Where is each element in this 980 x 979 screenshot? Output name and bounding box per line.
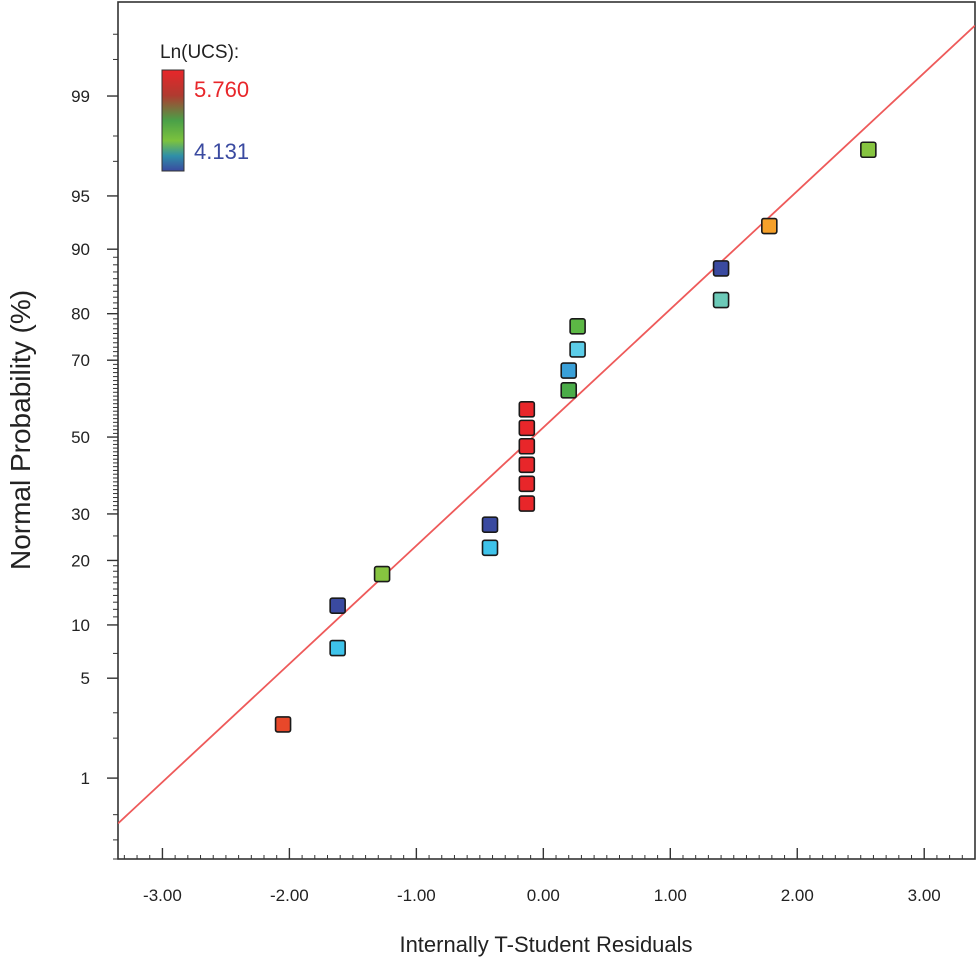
y-tick-label: 1 (81, 769, 90, 788)
y-tick-label: 50 (71, 428, 90, 447)
y-axis-title: Normal Probability (%) (5, 290, 36, 570)
y-tick-label: 10 (71, 616, 90, 635)
data-point (712, 260, 730, 277)
data-point (518, 475, 536, 493)
x-tick-label: 1.00 (654, 886, 687, 905)
data-point (481, 539, 499, 557)
y-tick-label: 99 (71, 87, 90, 106)
x-axis-title: Internally T-Student Residuals (399, 932, 692, 957)
y-tick-label: 5 (81, 669, 90, 688)
data-point (860, 141, 877, 159)
data-point (560, 362, 578, 379)
y-axis: 1 5 10 20 30 50 70 80 90 95 99 (71, 33, 118, 860)
data-point (518, 437, 536, 455)
data-point (481, 516, 499, 533)
reference-line (118, 24, 975, 825)
y-tick-label: 90 (71, 240, 90, 259)
x-tick-label: 3.00 (908, 886, 941, 905)
data-point (761, 217, 778, 235)
legend-min-label: 4.131 (194, 139, 249, 164)
data-point (712, 291, 730, 309)
data-point (518, 401, 536, 418)
x-tick-label: -1.00 (397, 886, 436, 905)
legend-max-label: 5.760 (194, 77, 249, 102)
x-tick-label: -2.00 (270, 886, 309, 905)
legend-title: Ln(UCS): (160, 42, 239, 63)
y-tick-label: 30 (71, 505, 90, 524)
data-point (569, 341, 586, 358)
color-legend: Ln(UCS): 5.760 4.131 (160, 42, 249, 172)
data-point (569, 318, 586, 335)
y-tick-label: 80 (71, 305, 90, 324)
data-point (518, 419, 536, 437)
x-tick-label: -3.00 (143, 886, 182, 905)
y-tick-label: 70 (71, 351, 90, 370)
data-point (373, 565, 391, 583)
data-points (274, 141, 877, 733)
y-tick-label: 20 (71, 551, 90, 570)
data-point (274, 716, 292, 733)
data-point (329, 597, 346, 615)
x-tick-label: 0.00 (527, 886, 560, 905)
legend-color-bar (161, 69, 185, 172)
y-tick-label: 95 (71, 187, 90, 206)
x-tick-label: 2.00 (781, 886, 814, 905)
data-point (560, 382, 578, 399)
x-axis: -3.00 -2.00 -1.00 0.00 1.00 2.00 3.00 (123, 848, 963, 905)
plot-area-frame (117, 1, 976, 860)
data-point (329, 639, 346, 657)
data-point (518, 495, 536, 512)
data-point (518, 456, 536, 474)
